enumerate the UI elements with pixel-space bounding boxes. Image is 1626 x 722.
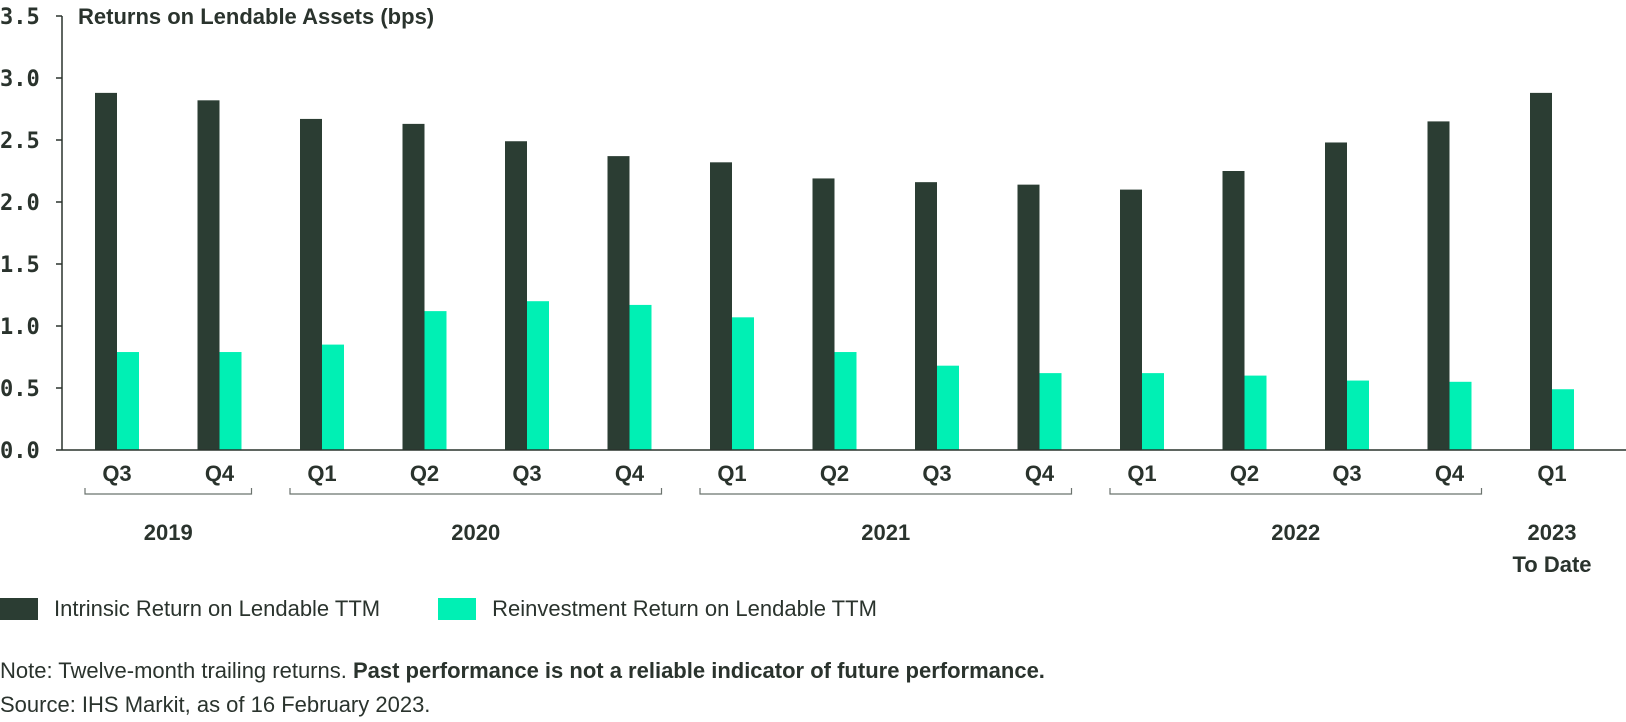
bar-intrinsic — [1222, 171, 1245, 450]
bar-intrinsic — [1427, 121, 1450, 451]
bar-reinvestment — [527, 301, 549, 450]
year-bracket — [84, 488, 253, 495]
bar-reinvestment — [1347, 380, 1369, 450]
year-bracket — [1109, 488, 1483, 495]
bar-intrinsic — [95, 92, 117, 450]
x-tick-label: Q1 — [717, 461, 746, 486]
bar-intrinsic — [1120, 189, 1142, 450]
bar-reinvestment — [1552, 389, 1574, 450]
year-bracket — [699, 488, 1073, 495]
year-label: 2023 — [1528, 520, 1577, 545]
bar-reinvestment — [937, 365, 959, 450]
y-tick-label: 2.0 — [0, 191, 40, 216]
bar-intrinsic — [915, 182, 937, 450]
x-tick-label: Q2 — [820, 461, 849, 486]
bar-reinvestment — [219, 352, 242, 450]
bar-reinvestment — [1244, 375, 1267, 450]
legend-item-reinvestment: Reinvestment Return on Lendable TTM — [438, 596, 877, 622]
bar-reinvestment — [732, 317, 754, 450]
x-tick-label: Q1 — [1127, 461, 1156, 486]
y-axis: 0.0 0.5 1.0 1.5 2.0 2.5 3.0 3.5 — [0, 5, 63, 464]
source-line: Source: IHS Markit, as of 16 February 20… — [0, 692, 431, 717]
bars — [95, 92, 1574, 451]
bar-intrinsic — [812, 178, 835, 450]
bar-reinvestment — [424, 311, 447, 450]
y-tick-label: 3.0 — [0, 67, 40, 92]
bar-reinvestment — [1142, 373, 1164, 450]
bar-intrinsic — [607, 156, 630, 450]
x-tick-label: Q4 — [205, 461, 235, 486]
y-tick-label: 3.5 — [0, 5, 40, 30]
note-disclaimer: Past performance is not a reliable indic… — [352, 658, 1045, 683]
note-text: Note: Twelve-month trailing returns. — [0, 658, 353, 683]
x-tick-label: Q3 — [922, 461, 951, 486]
x-tick-label: Q4 — [615, 461, 645, 486]
footnotes: Note: Twelve-month trailing returns. Pas… — [0, 654, 1045, 722]
legend-swatch-reinvestment — [438, 598, 477, 620]
legend-label-reinvestment: Reinvestment Return on Lendable TTM — [492, 596, 877, 621]
year-label: 2020 — [451, 520, 500, 545]
x-tick-label: Q1 — [1537, 461, 1566, 486]
bar-intrinsic — [197, 100, 220, 450]
x-tick-label: Q4 — [1025, 461, 1055, 486]
x-tick-label: Q2 — [410, 461, 439, 486]
chart-title: Returns on Lendable Assets (bps) — [78, 4, 434, 29]
x-tick-label: Q2 — [1230, 461, 1259, 486]
legend-swatch-intrinsic — [0, 598, 38, 620]
bar-intrinsic — [1530, 92, 1552, 450]
year-label: 2019 — [144, 520, 193, 545]
bar-chart: 0.00.51.01.52.02.53.03.5 Q3 Q4 Q1 Q2 Q3 Q4 Q1 Q… — [0, 4, 1626, 577]
x-tick-label: Q3 — [1332, 461, 1361, 486]
bar-reinvestment — [1039, 373, 1062, 450]
legend-label-intrinsic: Intrinsic Return on Lendable TTM — [54, 596, 381, 621]
year-label: 2022 — [1271, 520, 1320, 545]
legend: Intrinsic Return on Lendable TTM Reinves… — [0, 596, 877, 622]
bar-reinvestment — [834, 352, 857, 450]
x-axis: Q3 Q4 Q1 Q2 Q3 Q4 Q1 Q2 Q3 Q4 Q1 Q2 Q3 Q4 Q1 2019 2020 20… — [62, 449, 1626, 577]
y-tick-label: 1.5 — [0, 253, 40, 278]
x-tick-label: Q3 — [102, 461, 131, 486]
bar-intrinsic — [402, 123, 425, 450]
y-tick-label: 2.5 — [0, 129, 40, 154]
x-tick-label: Q1 — [307, 461, 336, 486]
year-sublabel: To Date — [1512, 552, 1591, 577]
bar-intrinsic — [505, 141, 527, 451]
note-line: Note: Twelve-month trailing returns. Pas… — [0, 654, 1045, 688]
bar-reinvestment — [322, 344, 344, 450]
bar-intrinsic — [710, 162, 732, 450]
x-tick-label: Q3 — [512, 461, 541, 486]
x-tick-label: Q4 — [1435, 461, 1465, 486]
bar-reinvestment — [629, 304, 652, 450]
bar-intrinsic — [1017, 184, 1040, 450]
year-label: 2021 — [861, 520, 910, 545]
bar-reinvestment — [1449, 381, 1472, 450]
bar-reinvestment — [117, 352, 139, 450]
y-tick-label: 0.0 — [0, 439, 40, 464]
legend-item-intrinsic: Intrinsic Return on Lendable TTM — [0, 596, 380, 622]
year-bracket — [289, 488, 663, 495]
bar-intrinsic — [1325, 142, 1347, 451]
bar-intrinsic — [300, 118, 322, 451]
y-tick-label: 1.0 — [0, 315, 40, 340]
y-tick-label: 0.5 — [0, 377, 40, 402]
